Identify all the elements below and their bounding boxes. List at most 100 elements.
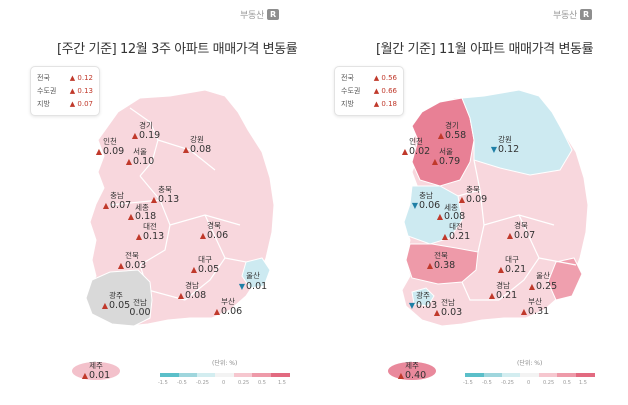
summary-value: 0.12 xyxy=(77,74,93,82)
scale-tick: -1.5 xyxy=(158,380,168,386)
value-text: 0.19 xyxy=(139,130,161,141)
up-arrow-icon: ▲ xyxy=(125,157,132,166)
up-arrow-icon: ▲ xyxy=(102,201,109,210)
region-value-daejeon: ▲0.21 xyxy=(442,231,470,242)
value-text: 0.03 xyxy=(441,307,463,318)
region-value-jeju: ▲0.01 xyxy=(82,370,110,381)
up-arrow-icon: ▲ xyxy=(127,212,134,221)
region-value-ulsan: ▼0.01 xyxy=(239,281,267,292)
region-label-busan: 부산 xyxy=(221,297,235,306)
brand-name: 부동산 xyxy=(553,11,577,21)
region-label-ulsan: 울산 xyxy=(536,271,550,280)
scale-tick: -0.5 xyxy=(177,380,187,386)
region-label-jeju: 제주 xyxy=(405,361,419,370)
brand-logo: 부동산 R xyxy=(240,8,279,21)
up-arrow-icon: ▲ xyxy=(190,265,197,274)
up-arrow-icon: ▲ xyxy=(506,231,513,240)
value-text: 0.31 xyxy=(528,306,550,317)
monthly-ulsan-region xyxy=(547,257,583,301)
weekly-ulsan-region xyxy=(241,257,271,289)
region-value-chungnam: ▲0.07 xyxy=(103,200,131,211)
up-arrow-icon: ▲ xyxy=(182,145,189,154)
scale-tick: -0.5 xyxy=(482,380,492,386)
up-arrow-icon: ▲ xyxy=(431,157,438,166)
region-label-gyeongbuk: 경북 xyxy=(207,221,221,230)
region-label-gwangju: 광주 xyxy=(109,291,123,300)
region-label-gyeongbuk: 경북 xyxy=(514,221,528,230)
value-text: 0.07 xyxy=(514,230,536,241)
up-arrow-icon: ▲ xyxy=(401,147,408,156)
region-value-sejong: ▲0.18 xyxy=(128,211,156,222)
region-label-incheon: 인천 xyxy=(103,137,117,146)
region-value-daegu: ▲0.05 xyxy=(191,264,219,275)
region-label-jeonbuk: 전북 xyxy=(434,251,448,260)
monthly-jeju-island xyxy=(388,362,436,380)
value-text: 0.02 xyxy=(409,146,431,157)
value-text: 0.08 xyxy=(185,290,207,301)
region-label-gwangju: 광주 xyxy=(416,291,430,300)
value-text: 0.10 xyxy=(133,156,155,167)
up-arrow-icon: ▲ xyxy=(520,307,527,316)
region-label-gyeonggi: 경기 xyxy=(139,121,153,130)
value-text: 0.79 xyxy=(439,156,461,167)
summary-value: 0.18 xyxy=(381,100,397,108)
value-text: 0.01 xyxy=(89,370,111,381)
scale-unit: (단위: %) xyxy=(517,360,543,367)
value-text: 0.06 xyxy=(221,306,243,317)
value-text: 0.06 xyxy=(419,200,441,211)
up-arrow-icon: ▲ xyxy=(135,232,142,241)
monthly-chungnam-region xyxy=(403,185,463,245)
scale-tick: 1.5 xyxy=(579,380,587,386)
weekly-summary-row: 지방 ▲ 0.07 xyxy=(37,98,93,111)
up-arrow-icon: ▲ xyxy=(117,261,124,270)
weekly-color-scale: (단위: %) -1.5 -0.5 -0.25 0 0.25 0.5 1.5 xyxy=(158,360,290,390)
summary-label: 수도권 xyxy=(37,87,57,95)
down-arrow-icon: ▼ xyxy=(411,201,418,210)
monthly-map xyxy=(388,89,589,380)
scale-tick: -0.25 xyxy=(501,380,514,386)
up-arrow-icon: ▲ xyxy=(373,74,380,82)
scale-tick: 0 xyxy=(222,380,226,386)
region-value-gangwon: ▼0.12 xyxy=(491,144,519,155)
region-label-gangwon: 강원 xyxy=(498,135,512,144)
region-label-seoul: 서울 xyxy=(439,147,453,156)
value-text: 0.03 xyxy=(416,300,438,311)
up-arrow-icon: ▲ xyxy=(397,371,404,380)
brand-name: 부동산 xyxy=(240,11,264,21)
up-arrow-icon: ▲ xyxy=(150,195,157,204)
summary-value: 0.56 xyxy=(381,74,397,82)
up-arrow-icon: ▲ xyxy=(131,131,138,140)
region-value-busan: ▲0.06 xyxy=(214,306,242,317)
scale-tick: 1.5 xyxy=(278,380,286,386)
up-arrow-icon: ▲ xyxy=(373,100,380,108)
region-label-gyeonggi: 경기 xyxy=(445,121,459,130)
value-text: 0.03 xyxy=(125,260,147,271)
up-arrow-icon: ▲ xyxy=(95,147,102,156)
region-label-chungbuk: 충북 xyxy=(466,185,480,194)
region-value-incheon: ▲0.09 xyxy=(96,146,124,157)
region-label-chungbuk: 충북 xyxy=(158,185,172,194)
region-value-gyeongnam: ▲0.21 xyxy=(489,290,517,301)
monthly-summary-row: 수도권 ▲ 0.66 xyxy=(341,85,397,98)
value-text: 0.05 xyxy=(109,300,131,311)
region-value-jeonbuk: ▲0.38 xyxy=(427,260,455,271)
scale-tick: 0.5 xyxy=(258,380,266,386)
up-arrow-icon: ▲ xyxy=(199,231,206,240)
scale-bar xyxy=(160,373,290,377)
value-text: 0.21 xyxy=(449,231,471,242)
value-text: 0.08 xyxy=(190,144,212,155)
region-value-ulsan: ▲0.25 xyxy=(529,281,557,292)
region-value-chungbuk: ▲0.09 xyxy=(459,194,487,205)
up-arrow-icon: ▲ xyxy=(69,100,76,108)
value-text: 0.21 xyxy=(505,264,527,275)
weekly-map xyxy=(72,89,275,380)
region-value-chungnam: ▼0.06 xyxy=(412,200,440,211)
value-text: 0.18 xyxy=(135,211,157,222)
region-value-gangwon: ▲0.08 xyxy=(183,144,211,155)
summary-value: 0.13 xyxy=(77,87,93,95)
region-value-incheon: ▲0.02 xyxy=(402,146,430,157)
region-label-jeonbuk: 전북 xyxy=(125,251,139,260)
region-value-jeonnam: 0.00 xyxy=(129,307,150,318)
scale-tick: 0.5 xyxy=(563,380,571,386)
value-text: 0.08 xyxy=(444,211,466,222)
